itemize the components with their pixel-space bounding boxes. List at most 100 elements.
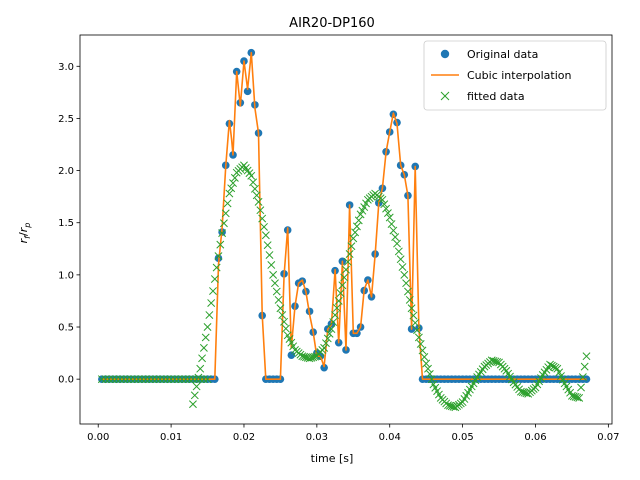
fitted-data-point xyxy=(573,393,582,402)
y-axis-label: rf/rp xyxy=(17,223,32,244)
y-tick-label: 2.0 xyxy=(58,166,74,177)
fitted-data-point xyxy=(420,353,429,361)
y-tick-label: 1.0 xyxy=(58,270,74,281)
fitted-data-point xyxy=(272,287,281,296)
fitted-data-point xyxy=(276,304,285,313)
series-fitted-data xyxy=(97,161,591,412)
fitted-data-point xyxy=(424,364,432,373)
original-data-point xyxy=(287,351,296,359)
fitted-data-point xyxy=(383,209,392,218)
fitted-data-point xyxy=(411,318,420,327)
fitted-data-point xyxy=(416,340,425,348)
fitted-data-point xyxy=(185,375,194,384)
x-tick-label: 0.05 xyxy=(451,432,473,443)
fitted-data-point xyxy=(394,247,403,256)
fitted-data-point xyxy=(123,375,132,384)
x-tick-label: 0.04 xyxy=(379,432,401,443)
fitted-data-point xyxy=(580,362,589,371)
fitted-data-point xyxy=(547,361,556,370)
fitted-data-point xyxy=(152,375,161,384)
fitted-data-point xyxy=(385,213,394,222)
fitted-data-point xyxy=(418,346,427,355)
fitted-data-point xyxy=(229,179,237,188)
legend-label-fitted: fitted data xyxy=(467,90,525,103)
fitted-data-point xyxy=(181,375,190,384)
fitted-data-point xyxy=(198,354,207,363)
fitted-data-point xyxy=(349,234,358,243)
fitted-data-point xyxy=(345,250,354,258)
fitted-data-point xyxy=(577,383,585,392)
fitted-data-point xyxy=(331,311,340,319)
fitted-data-point xyxy=(575,393,584,402)
fitted-data-point xyxy=(347,242,356,251)
fitted-data-point xyxy=(203,323,212,331)
fitted-data-point xyxy=(269,270,278,279)
fitted-data-point xyxy=(192,382,201,391)
fitted-data-point xyxy=(163,375,172,384)
fitted-data-point xyxy=(148,375,157,384)
plot-content xyxy=(97,48,591,412)
y-tick-label: 1.5 xyxy=(58,218,74,229)
fitted-data-point xyxy=(409,311,418,320)
fitted-data-point xyxy=(311,352,319,361)
fitted-data-point xyxy=(105,375,114,384)
fitted-data-point xyxy=(493,357,502,366)
fitted-data-point xyxy=(280,317,289,326)
y-axis-ticks: 0.0 0.5 1.0 1.5 2.0 2.5 3.0 xyxy=(58,62,80,386)
x-axis-label: time [s] xyxy=(311,452,354,465)
legend-label-cubic: Cubic interpolation xyxy=(467,69,571,82)
y-tick-label: 0.0 xyxy=(58,375,74,386)
fitted-data-point xyxy=(112,375,121,384)
fitted-data-point xyxy=(427,375,436,384)
fitted-data-point xyxy=(582,352,591,361)
fitted-data-point xyxy=(327,325,336,334)
fitted-data-point xyxy=(178,375,186,384)
fitted-data-point xyxy=(156,375,165,384)
fitted-data-point xyxy=(389,226,398,235)
fitted-data-point xyxy=(230,173,239,182)
y-tick-label: 2.5 xyxy=(58,114,74,125)
fitted-data-point xyxy=(387,220,396,228)
fitted-data-point xyxy=(116,375,125,384)
x-tick-label: 0.00 xyxy=(87,432,109,443)
fitted-data-point xyxy=(205,311,214,319)
fitted-data-point xyxy=(207,299,216,307)
fitted-data-point xyxy=(546,360,555,369)
y-tick-label: 3.0 xyxy=(58,62,74,73)
fitted-data-point xyxy=(261,231,270,240)
fitted-data-point xyxy=(329,318,338,327)
legend-label-original: Original data xyxy=(467,48,538,61)
fitted-data-point xyxy=(219,219,228,228)
fitted-data-point xyxy=(212,263,221,272)
x-tick-label: 0.01 xyxy=(160,432,182,443)
fitted-data-point xyxy=(196,364,205,373)
fitted-data-point xyxy=(189,375,197,384)
fitted-data-point xyxy=(210,275,219,283)
fitted-data-point xyxy=(351,228,360,237)
fitted-data-point xyxy=(402,279,411,288)
original-data-point xyxy=(320,363,328,372)
fitted-data-point xyxy=(130,375,139,384)
fitted-data-point xyxy=(551,363,560,372)
fitted-data-point xyxy=(343,257,352,266)
fitted-data-point xyxy=(221,209,230,218)
fitted-data-point xyxy=(159,375,168,384)
fitted-data-point xyxy=(134,375,143,384)
x-tick-label: 0.07 xyxy=(597,432,619,443)
fitted-data-point xyxy=(119,375,128,384)
fitted-data-point xyxy=(403,287,412,296)
fitted-data-point xyxy=(258,214,267,223)
fitted-data-point xyxy=(323,334,332,343)
fitted-data-point xyxy=(378,195,387,204)
fitted-data-point xyxy=(227,184,236,193)
fitted-data-point xyxy=(414,333,423,342)
fitted-data-point xyxy=(398,263,407,271)
legend: Original data Cubic interpolation fitted… xyxy=(423,40,607,111)
fitted-data-point xyxy=(274,295,283,304)
fitted-data-point xyxy=(250,184,259,193)
fitted-data-point xyxy=(260,222,268,231)
fitted-data-point xyxy=(382,204,391,213)
fitted-data-point xyxy=(425,369,434,378)
fitted-data-point xyxy=(218,229,227,238)
